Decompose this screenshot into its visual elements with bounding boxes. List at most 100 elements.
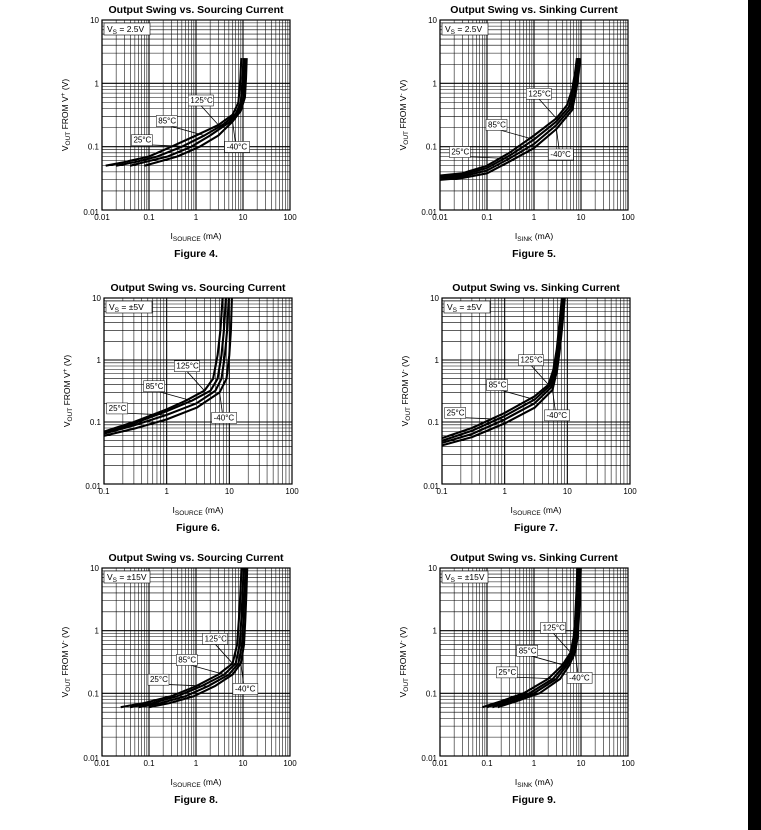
annotation-arrow — [188, 664, 225, 675]
x-tick-label: 1 — [502, 487, 507, 496]
annotation-box — [540, 622, 566, 634]
series-line--40c — [497, 567, 582, 709]
series-line-125c — [439, 57, 578, 177]
y-tick-label: 0.1 — [428, 418, 440, 427]
annotation-box — [566, 672, 593, 684]
figure-caption: Figure 6. — [176, 522, 220, 534]
series-group — [439, 57, 582, 181]
series-line--40c — [148, 567, 249, 709]
annotation-label: 125°C — [520, 356, 543, 365]
figure-caption: Figure 9. — [512, 794, 556, 806]
annotation-box — [224, 141, 250, 153]
series-line-85c — [103, 297, 227, 434]
grid — [439, 568, 628, 757]
x-tick-label: 0.1 — [436, 487, 448, 496]
x-tick-label: 0.01 — [432, 759, 448, 768]
series-line-85c — [441, 297, 564, 442]
x-axis-label: ISINK (mA) — [515, 231, 553, 243]
annotation-box — [496, 666, 518, 679]
vs-label-box — [441, 22, 489, 36]
y-tick-label: 10 — [428, 16, 437, 25]
annotation-box — [143, 380, 165, 393]
annotation-box — [156, 115, 178, 127]
y-tick-label: 10 — [90, 16, 99, 25]
temperature-annotation: 25°C — [147, 673, 209, 687]
grid — [103, 298, 292, 485]
temperature-annotation: 85°C — [143, 380, 192, 402]
y-axis-label: VOUT FROM V- (V) — [400, 355, 412, 426]
annotation-box — [131, 134, 153, 146]
y-tick-label: 10 — [430, 294, 439, 303]
figure-caption: Figure 8. — [174, 794, 218, 806]
figure-caption: Figure 5. — [512, 248, 556, 260]
annotation-label: 25°C — [150, 675, 168, 684]
vs-label-text: VS = ±5V — [447, 302, 482, 314]
x-tick-label: 0.01 — [94, 213, 110, 222]
x-tick-label: 10 — [239, 213, 248, 222]
annotation-label: 85°C — [146, 382, 164, 391]
vs-label-box — [103, 570, 151, 584]
temperature-annotation: 125°C — [174, 360, 205, 391]
annotation-arrow — [538, 98, 557, 119]
annotation-arrow — [461, 156, 510, 159]
y-tick-label: 0.01 — [423, 482, 439, 491]
annotation-arrow — [232, 121, 237, 152]
annotation-box — [188, 94, 214, 107]
annotation-box — [518, 354, 544, 366]
temperature-annotation: 85°C — [485, 119, 535, 140]
x-tick-label: 10 — [577, 759, 586, 768]
temperature-annotation: -40°C — [211, 392, 237, 424]
y-tick-label: 0.01 — [421, 208, 437, 217]
x-tick-label: 10 — [563, 487, 572, 496]
vs-label-box — [441, 570, 489, 584]
annotation-label: 85°C — [489, 381, 507, 390]
annotation-label: 85°C — [158, 117, 176, 126]
annotation-arrow — [214, 643, 233, 664]
y-tick-label: 0.01 — [83, 754, 99, 763]
temperature-annotation: -40°C — [544, 389, 570, 422]
temperature-annotation: 25°C — [496, 666, 557, 680]
annotation-box — [147, 673, 170, 686]
annotation-box — [202, 633, 228, 645]
annotation-label: 25°C — [451, 148, 469, 157]
y-tick-label: 1 — [433, 79, 438, 88]
y-tick-label: 0.1 — [90, 418, 102, 427]
chart-title: Output Swing vs. Sourcing Current — [108, 4, 284, 16]
y-tick-label: 10 — [92, 294, 101, 303]
y-tick-label: 0.1 — [88, 143, 100, 152]
vs-label-text: VS = ±15V — [445, 572, 485, 584]
x-axis-label: ISOURCE (mA) — [171, 231, 222, 243]
y-tick-label: 0.01 — [421, 754, 437, 763]
grid — [101, 20, 290, 211]
annotation-label: 125°C — [205, 634, 228, 643]
annotation-label: 85°C — [178, 655, 196, 664]
annotation-label: -40°C — [547, 411, 568, 420]
x-tick-label: 0.1 — [98, 487, 110, 496]
annotation-label: -40°C — [569, 673, 590, 682]
temperature-annotation: 25°C — [131, 134, 192, 148]
annotation-label: 125°C — [176, 362, 199, 371]
y-tick-label: 1 — [433, 627, 438, 636]
annotation-label: 125°C — [190, 96, 213, 105]
vs-condition-label: VS = ±5V — [443, 300, 491, 314]
y-tick-label: 0.01 — [83, 208, 99, 217]
figure-caption: Figure 7. — [514, 522, 558, 534]
x-axis-label: ISOURCE (mA) — [171, 777, 222, 789]
annotation-label: 85°C — [488, 120, 506, 129]
vs-label-text: VS = 2.5V — [107, 24, 145, 36]
annotation-label: 125°C — [543, 623, 566, 632]
vs-label-box — [443, 300, 491, 314]
vs-condition-label: VS = 2.5V — [441, 22, 489, 36]
temperature-annotation: 25°C — [106, 402, 167, 416]
annotation-arrow — [508, 676, 557, 680]
x-tick-label: 1 — [532, 759, 537, 768]
y-tick-label: 0.1 — [88, 689, 100, 698]
x-tick-label: 100 — [283, 759, 297, 768]
plot-frame — [103, 297, 293, 485]
series-line-125c — [103, 297, 224, 433]
